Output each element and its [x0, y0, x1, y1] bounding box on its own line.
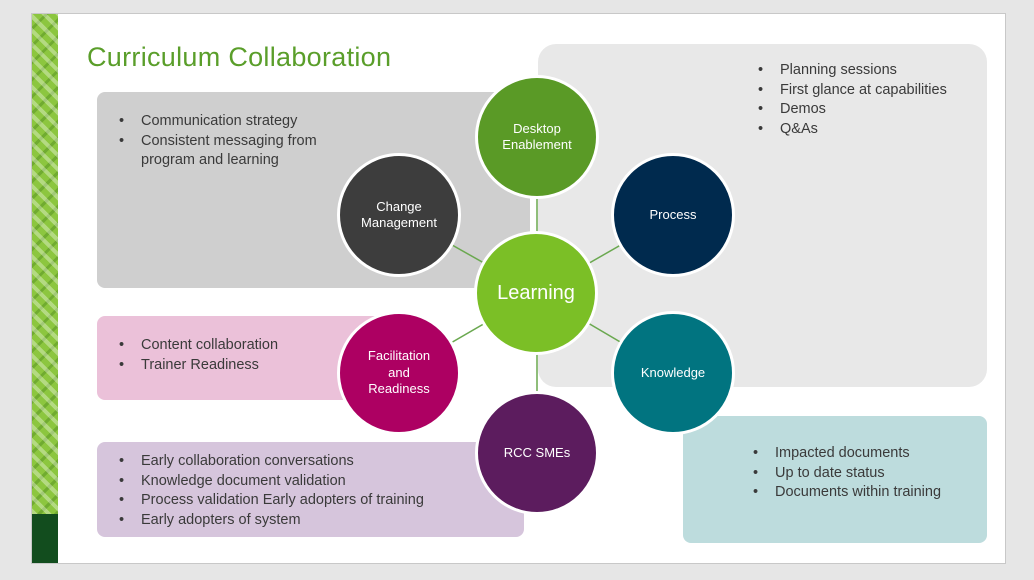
node-label: Knowledge [640, 364, 706, 380]
slide: Curriculum Collaboration Planning sessio… [31, 13, 1006, 564]
bullet-item: Content collaboration [117, 336, 377, 356]
node-rcc-smes: RCC SMEs [475, 391, 599, 515]
decorative-dark-block [32, 514, 58, 563]
bullet-item: Documents within training [751, 483, 967, 503]
bullet-item: Impacted documents [751, 444, 967, 464]
node-label: Process [649, 206, 697, 222]
node-facilitation-readiness: Facilitation and Readiness [337, 311, 461, 435]
node-desktop-enablement: Desktop Enablement [475, 75, 599, 199]
bullet-item: Early adopters of system [117, 511, 504, 531]
node-label: Facilitation and Readiness [367, 348, 431, 397]
bullet-item: Early collaboration conversations [117, 452, 504, 472]
change-management-notes: Communication strategy Consistent messag… [97, 92, 530, 288]
rcc-smes-notes: Early collaboration conversations Knowle… [97, 442, 524, 537]
bullet-item: First glance at capabilities [756, 81, 967, 101]
bullet-item: Consistent messaging from program and le… [117, 132, 331, 171]
bullet-item: Demos [756, 100, 967, 120]
node-label: Desktop Enablement [502, 120, 572, 153]
bullet-item: Communication strategy [117, 112, 510, 132]
bullet-item: Q&As [756, 120, 967, 140]
bullet-item: Trainer Readiness [117, 356, 377, 376]
bullet-item: Knowledge document validation [117, 472, 504, 492]
knowledge-notes: Impacted documents Up to date status Doc… [683, 416, 987, 543]
slide-title: Curriculum Collaboration [87, 42, 392, 72]
hub-learning: Learning [474, 231, 598, 355]
bullet-item: Up to date status [751, 464, 967, 484]
node-label: RCC SMEs [503, 444, 571, 460]
hub-label: Learning [497, 282, 575, 304]
node-process: Process [611, 153, 735, 277]
node-change-management: Change Management [337, 153, 461, 277]
bullet-item: Planning sessions [756, 61, 967, 81]
node-label: Change Management [361, 198, 437, 231]
decorative-pattern-strip [32, 14, 58, 514]
node-knowledge: Knowledge [611, 311, 735, 435]
bullet-item: Process validation Early adopters of tra… [117, 491, 504, 511]
